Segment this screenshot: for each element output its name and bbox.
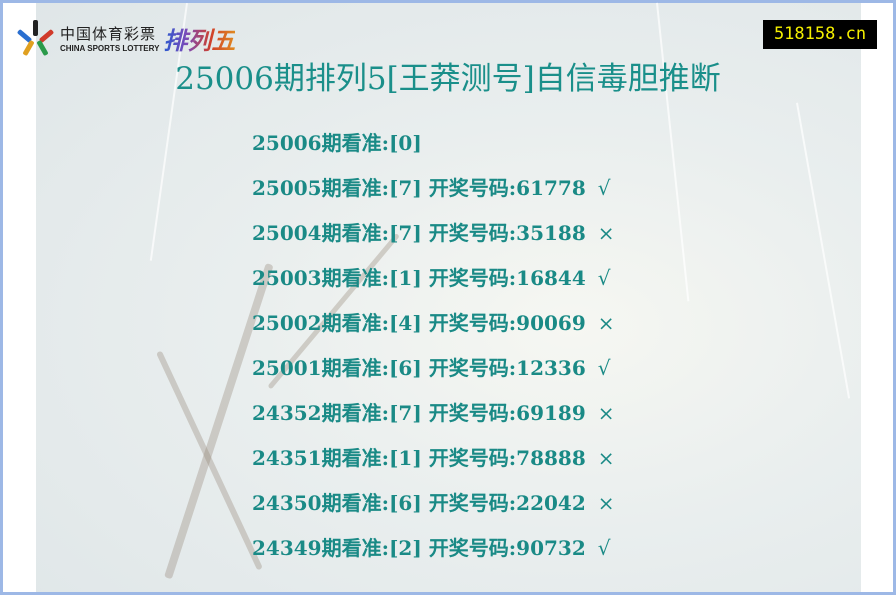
row-text: 24350期看准:[6] 开奖号码:22042	[252, 491, 586, 515]
list-item: 25002期看准:[4] 开奖号码:90069 ×	[252, 304, 615, 349]
row-text: 24351期看准:[1] 开奖号码:78888	[252, 446, 586, 470]
logo-en-text: CHINA SPORTS LOTTERY	[60, 44, 160, 53]
row-text: 25002期看准:[4] 开奖号码:90069	[252, 311, 586, 335]
row-text: 25005期看准:[7] 开奖号码:61778	[252, 176, 586, 200]
list-item: 25006期看准:[0]	[252, 124, 615, 169]
site-badge[interactable]: 518158.cn	[763, 20, 877, 49]
list-item: 24349期看准:[2] 开奖号码:90732 √	[252, 529, 615, 574]
row-text: 25001期看准:[6] 开奖号码:12336	[252, 356, 586, 380]
page-title: 25006期排列5[王莽测号]自信毒胆推断	[175, 61, 721, 97]
check-icon: √	[597, 266, 611, 290]
logo-cn-text: 中国体育彩票	[60, 25, 157, 43]
cross-icon: ×	[597, 401, 615, 425]
row-text: 24349期看准:[2] 开奖号码:90732	[252, 536, 586, 560]
lottery-logo: 中国体育彩票 CHINA SPORTS LOTTERY 排列五	[16, 18, 235, 58]
cross-icon: ×	[597, 491, 615, 515]
row-text: 24352期看准:[7] 开奖号码:69189	[252, 401, 586, 425]
logo-game-name: 排列五	[163, 21, 235, 56]
list-item: 24351期看准:[1] 开奖号码:78888 ×	[252, 439, 615, 484]
row-text: 25003期看准:[1] 开奖号码:16844	[252, 266, 586, 290]
logo-star-icon	[16, 20, 55, 57]
check-icon: √	[597, 176, 611, 200]
list-item: 25005期看准:[7] 开奖号码:61778 √	[252, 169, 615, 214]
row-text: 25004期看准:[7] 开奖号码:35188	[252, 221, 586, 245]
cross-icon: ×	[597, 446, 615, 470]
cross-icon: ×	[597, 221, 615, 245]
list-item: 24352期看准:[7] 开奖号码:69189 ×	[252, 394, 615, 439]
check-icon: √	[597, 356, 611, 380]
list-item: 25001期看准:[6] 开奖号码:12336 √	[252, 349, 615, 394]
check-icon: √	[597, 536, 611, 560]
row-text: 25006期看准:[0]	[252, 131, 422, 155]
list-item: 25003期看准:[1] 开奖号码:16844 √	[252, 259, 615, 304]
background-image	[36, 2, 861, 592]
prediction-list: 25006期看准:[0] 25005期看准:[7] 开奖号码:61778 √ 25…	[252, 124, 615, 574]
cross-icon: ×	[597, 311, 615, 335]
list-item: 24350期看准:[6] 开奖号码:22042 ×	[252, 484, 615, 529]
list-item: 25004期看准:[7] 开奖号码:35188 ×	[252, 214, 615, 259]
